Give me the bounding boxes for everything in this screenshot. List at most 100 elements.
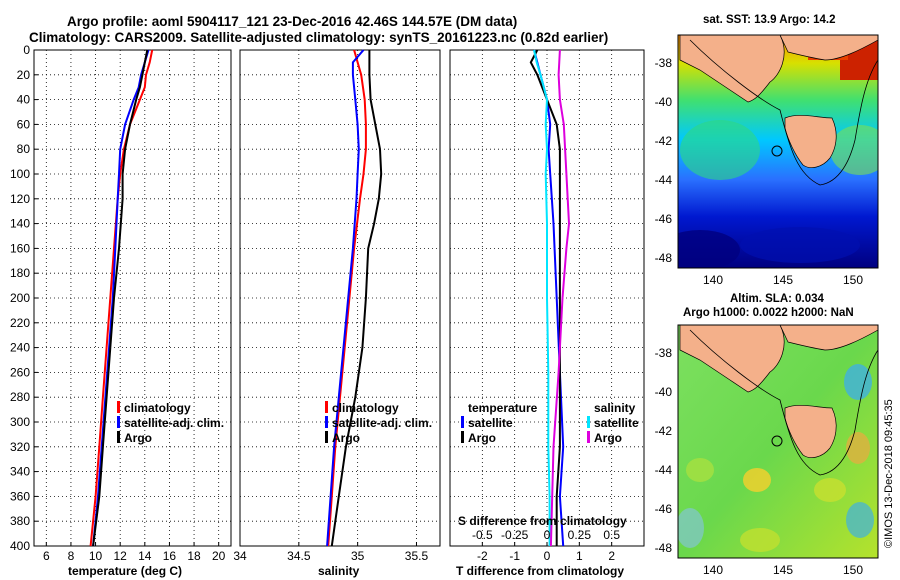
lat-tick-label: -40 <box>655 385 673 399</box>
lat-tick-label: -40 <box>655 95 673 109</box>
depth-tick-label: 320 <box>10 440 30 454</box>
legend-swatch-climatology <box>117 401 120 413</box>
lon-tick-label: 145 <box>773 273 793 287</box>
series-climatology <box>327 49 367 547</box>
legend-swatch-temp-satellite <box>461 416 464 428</box>
top-tick-label: 0.5 <box>603 528 620 542</box>
x-tick-label: 18 <box>187 549 201 563</box>
legend-climatology: climatology <box>332 401 399 415</box>
tasmania <box>784 115 837 168</box>
legend-temp-satellite: satellite <box>468 416 513 430</box>
depth-tick-label: 100 <box>10 167 30 181</box>
difference-salinity-legend: salinity satellite Argo <box>587 401 639 445</box>
x-tick-label: 12 <box>114 549 128 563</box>
x-tick-label: 1 <box>576 549 583 563</box>
depth-tick-label: 300 <box>10 415 30 429</box>
sst-map-title: sat. SST: 13.9 Argo: 14.2 <box>703 14 836 26</box>
legend-swatch-climatology <box>325 401 328 413</box>
depth-tick-label: 40 <box>17 93 31 107</box>
lon-tick-label: 140 <box>703 273 723 287</box>
lat-tick-label: -42 <box>655 424 673 438</box>
lat-tick-label: -38 <box>655 56 673 70</box>
temperature-panel: 6 8 10 12 14 16 18 20 0 20 40 60 80 100 120 140 160 180 2… <box>10 43 232 578</box>
lon-tick-label: 145 <box>773 563 793 577</box>
depth-tick-label: 80 <box>17 142 31 156</box>
series-temperature-argo <box>529 49 561 546</box>
sla-map-title: Altim. SLA: 0.034 <box>730 293 825 305</box>
lat-tick-label: -48 <box>655 251 673 265</box>
t-difference-xlabel: T difference from climatology <box>456 564 624 578</box>
legend-swatch-satellite-adj <box>117 416 120 428</box>
figure-subtitle: Climatology: CARS2009. Satellite-adjuste… <box>29 30 608 45</box>
x-tick-label: 8 <box>68 549 75 563</box>
sst-map: sat. SST: 13.9 Argo: 14.2 <box>655 14 879 287</box>
sla-field <box>678 325 878 558</box>
sla-map-frame <box>677 324 879 559</box>
legend-swatch-argo <box>325 431 328 443</box>
depth-tick-label: 60 <box>17 117 31 131</box>
depth-tick-label: 0 <box>23 43 30 57</box>
x-tick-label: 35.5 <box>405 549 429 563</box>
top-tick-label: -0.5 <box>472 528 493 542</box>
legend-swatch-sal-argo <box>587 431 590 443</box>
lon-tick-label: 150 <box>843 563 863 577</box>
series-argo <box>330 50 383 547</box>
figure-title: Argo profile: aoml 5904117_121 23-Dec-20… <box>67 14 517 29</box>
sst-map-frame <box>677 34 879 269</box>
difference-panel: -2 -1 0 1 2 -0.5 -0.25 0 0.25 0.5 S difference f… <box>449 49 645 578</box>
legend-sal-argo: Argo <box>594 431 622 445</box>
x-tick-label: 10 <box>89 549 103 563</box>
series-salinity-argo <box>549 49 571 547</box>
lon-tick-label: 140 <box>703 563 723 577</box>
legend-temperature-title: temperature <box>468 401 538 415</box>
x-tick-label: -1 <box>509 549 520 563</box>
temperature-xlabel: temperature (deg C) <box>68 564 182 578</box>
legend-sal-satellite: satellite <box>594 416 639 430</box>
series-salinity-satellite <box>533 49 551 546</box>
depth-tick-label: 200 <box>10 291 30 305</box>
depth-tick-label: 280 <box>10 390 30 404</box>
x-tick-label: 2 <box>608 549 615 563</box>
legend-argo: Argo <box>332 431 360 445</box>
depth-tick-label: 120 <box>10 192 30 206</box>
legend-satellite-adj: satellite-adj. clim. <box>332 416 432 430</box>
legend-argo: Argo <box>124 431 152 445</box>
sst-field <box>678 35 878 268</box>
x-tick-label: -2 <box>477 549 488 563</box>
series-satellite-adj-clim- <box>92 49 150 547</box>
legend-climatology: climatology <box>124 401 191 415</box>
argo-location-marker <box>771 145 783 157</box>
depth-tick-label: 160 <box>10 241 30 255</box>
legend-swatch-temp-argo <box>461 431 464 443</box>
legend-temp-argo: Argo <box>468 431 496 445</box>
shelf-contour <box>689 39 878 186</box>
legend-satellite-adj: satellite-adj. clim. <box>124 416 224 430</box>
depth-tick-label: 400 <box>10 539 30 553</box>
x-tick-label: 35 <box>351 549 365 563</box>
salinity-xlabel: salinity <box>318 564 360 578</box>
temperature-plot-frame <box>33 49 232 547</box>
x-tick-label: 34 <box>233 549 247 563</box>
x-tick-label: 6 <box>43 549 50 563</box>
lat-tick-label: -46 <box>655 212 673 226</box>
difference-temperature-legend: temperature satellite Argo <box>461 401 538 445</box>
top-tick-label: -0.25 <box>501 528 529 542</box>
x-tick-label: 34.5 <box>287 549 311 563</box>
imos-credit: ©IMOS 13-Dec-2018 09:45:35 <box>883 399 895 548</box>
depth-tick-label: 360 <box>10 489 30 503</box>
depth-tick-label: 260 <box>10 365 30 379</box>
top-tick-label: 0 <box>544 528 551 542</box>
series-argo <box>92 49 149 547</box>
lat-tick-label: -44 <box>655 463 673 477</box>
series-satellite-adj-clim- <box>326 49 365 547</box>
s-difference-label: S difference from climatology <box>458 514 627 528</box>
depth-tick-label: 240 <box>10 341 30 355</box>
x-tick-label: 16 <box>163 549 177 563</box>
x-tick-label: 0 <box>544 549 551 563</box>
legend-swatch-sal-satellite <box>587 416 590 428</box>
depth-tick-label: 220 <box>10 316 30 330</box>
x-tick-label: 20 <box>212 549 226 563</box>
depth-tick-label: 340 <box>10 465 30 479</box>
depth-tick-label: 20 <box>17 68 31 82</box>
